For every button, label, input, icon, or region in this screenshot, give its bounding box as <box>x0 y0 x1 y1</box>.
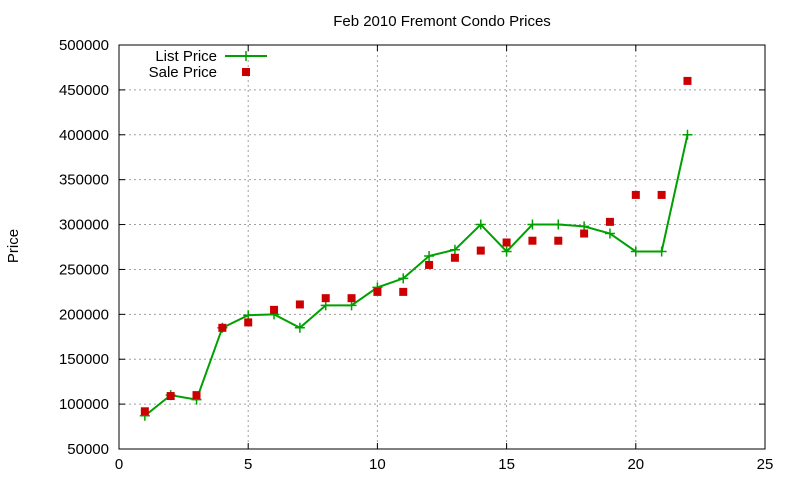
axis-ticks: 0 5 10 15 20 25 50000 100000 150000 200000 250000 3… <box>59 37 773 473</box>
list-price-point <box>604 228 615 239</box>
y-tick-label: 400000 <box>59 127 109 144</box>
list-price-point <box>501 246 512 257</box>
sale-price-point <box>554 236 563 245</box>
sale-price-point <box>244 318 253 327</box>
legend-label-sale-price: Sale Price <box>149 64 217 81</box>
y-axis-label: Price <box>5 229 22 263</box>
y-tick-label: 250000 <box>59 261 109 278</box>
sale-price-point <box>528 236 537 245</box>
sale-price-point <box>580 229 589 238</box>
sale-price-point <box>476 246 485 255</box>
y-tick-label: 350000 <box>59 172 109 189</box>
sale-price-point <box>270 305 279 314</box>
sale-price-point <box>605 217 614 226</box>
y-tick-label: 200000 <box>59 306 109 323</box>
y-tick-label: 500000 <box>59 37 109 54</box>
series-layer <box>139 76 693 421</box>
sale-price-point <box>295 300 304 309</box>
plot-frame <box>118 44 766 450</box>
sale-price-point <box>218 323 227 332</box>
list-price-point <box>682 129 693 140</box>
legend-marker-list-price <box>241 51 251 61</box>
sale-price-point <box>425 260 434 269</box>
list-price-point <box>630 246 641 257</box>
list-price-point <box>656 246 667 257</box>
series-line-list-price <box>144 134 689 417</box>
chart-title: Feb 2010 Fremont Condo Prices <box>333 13 551 30</box>
x-tick-label: 5 <box>244 456 252 473</box>
y-tick-label: 100000 <box>59 396 109 413</box>
list-price-point <box>398 273 409 284</box>
y-tick-label: 450000 <box>59 82 109 99</box>
legend-label-list-price: List Price <box>155 48 217 65</box>
list-price-point <box>294 322 305 333</box>
sale-price-point <box>631 190 640 199</box>
sale-price-point <box>502 238 511 247</box>
sale-price-point <box>399 287 408 296</box>
sale-price-point <box>140 407 149 416</box>
sale-price-point <box>321 294 330 303</box>
sale-price-point <box>657 190 666 199</box>
sale-price-point <box>450 253 459 262</box>
x-tick-label: 25 <box>757 456 774 473</box>
sale-price-point <box>347 294 356 303</box>
x-tick-label: 20 <box>627 456 644 473</box>
sale-price-point <box>192 391 201 400</box>
legend: List Price Sale Price <box>149 48 267 81</box>
x-tick-label: 0 <box>115 456 123 473</box>
legend-marker-sale-price <box>242 68 250 76</box>
grid <box>119 45 765 449</box>
x-tick-label: 15 <box>498 456 515 473</box>
list-price-point <box>475 219 486 230</box>
list-price-point <box>449 244 460 255</box>
x-tick-label: 10 <box>369 456 386 473</box>
list-price-point <box>553 219 564 230</box>
y-tick-label: 50000 <box>67 441 109 458</box>
list-price-point <box>424 250 435 261</box>
sale-price-point <box>373 287 382 296</box>
sale-price-point <box>683 76 692 85</box>
y-tick-label: 300000 <box>59 217 109 234</box>
list-price-point <box>527 219 538 230</box>
sale-price-point <box>166 392 175 401</box>
y-tick-label: 150000 <box>59 351 109 368</box>
